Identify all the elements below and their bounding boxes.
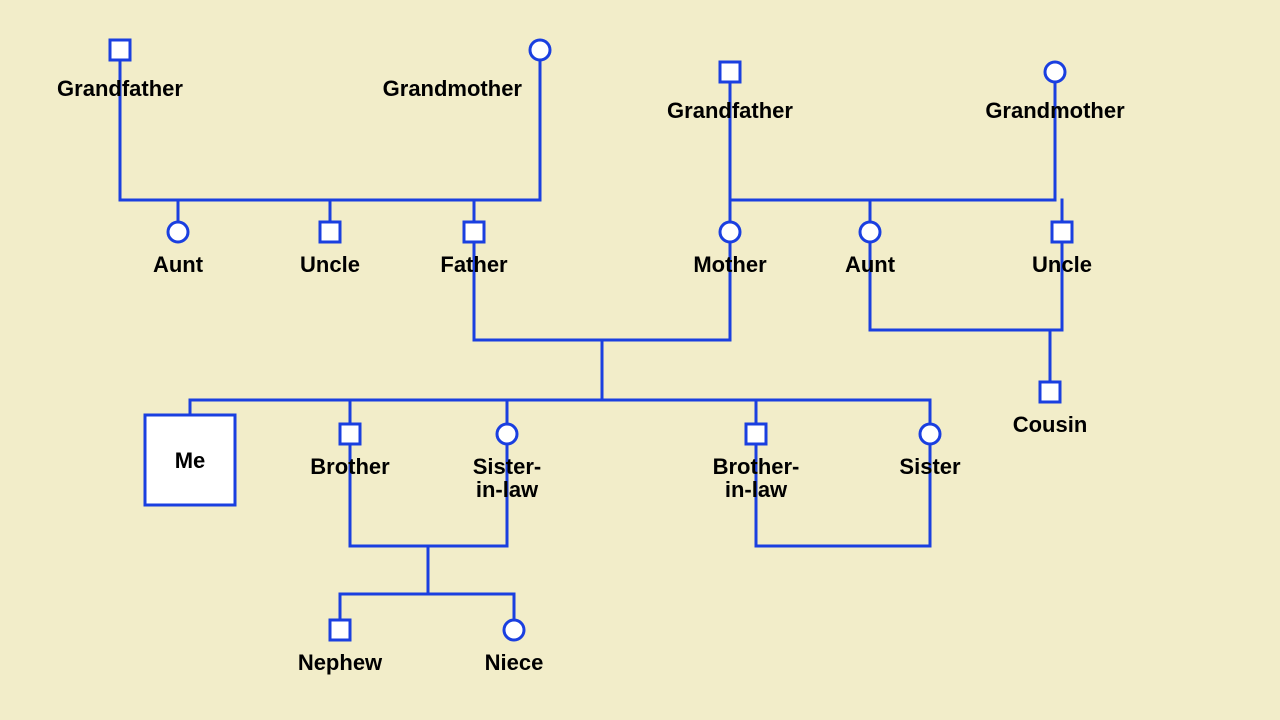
node-label: Mother (693, 252, 767, 277)
female-icon (530, 40, 550, 60)
node-label: Uncle (300, 252, 360, 277)
female-icon (920, 424, 940, 444)
male-icon (340, 424, 360, 444)
node-label: Sister-in-law (473, 454, 541, 502)
female-icon (860, 222, 880, 242)
male-icon (1040, 382, 1060, 402)
family-tree-diagram: Grandfather Grandmother Grandfather Grandmo… (0, 0, 1280, 720)
male-icon (330, 620, 350, 640)
male-icon (464, 222, 484, 242)
node-label: Aunt (845, 252, 896, 277)
node-label: Grandmother (383, 76, 523, 101)
female-icon (1045, 62, 1065, 82)
node-label: Cousin (1013, 412, 1088, 437)
node-label: Nephew (298, 650, 383, 675)
female-icon (720, 222, 740, 242)
node-label: Sister (899, 454, 961, 479)
female-icon (168, 222, 188, 242)
male-icon (1052, 222, 1072, 242)
node-label: Grandfather (667, 98, 793, 123)
node-label: Brother-in-law (713, 454, 800, 502)
node-label: Niece (485, 650, 544, 675)
male-icon (720, 62, 740, 82)
male-icon (320, 222, 340, 242)
male-icon (110, 40, 130, 60)
node-label: Brother (310, 454, 390, 479)
male-icon (746, 424, 766, 444)
node-label: Uncle (1032, 252, 1092, 277)
node-label: Me (175, 448, 206, 473)
node-me: Me (145, 415, 235, 505)
node-label: Grandfather (57, 76, 183, 101)
node-label: Aunt (153, 252, 204, 277)
node-label: Father (440, 252, 508, 277)
female-icon (504, 620, 524, 640)
female-icon (497, 424, 517, 444)
node-label: Grandmother (985, 98, 1125, 123)
